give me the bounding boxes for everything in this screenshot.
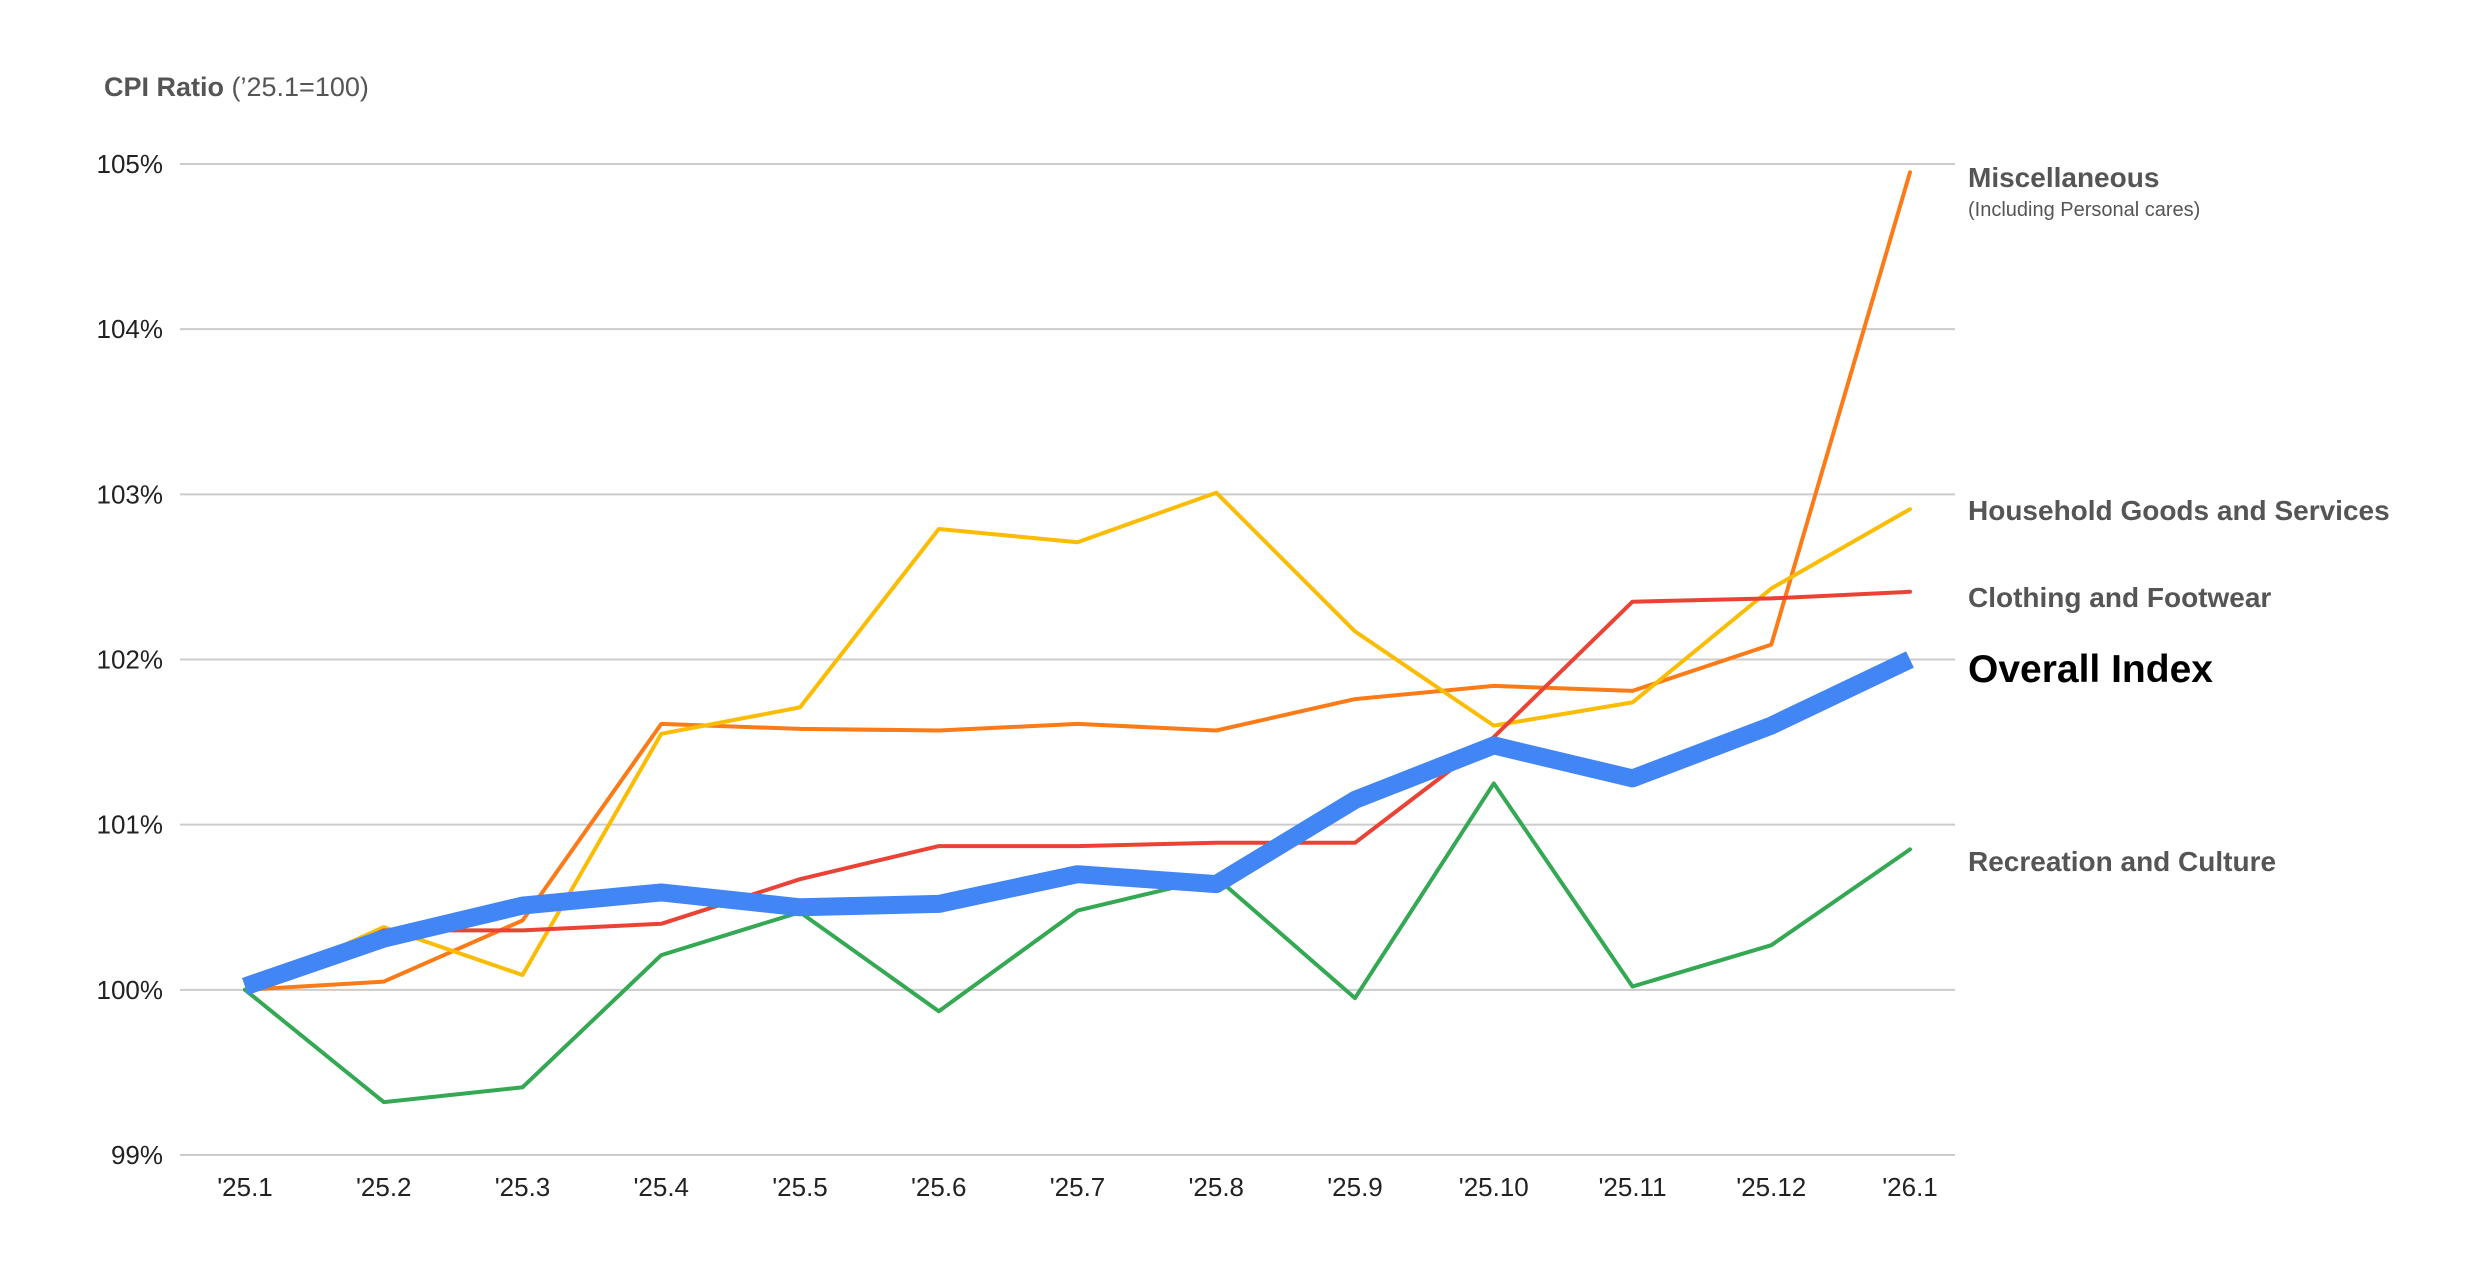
x-tick-label: '25.12	[1736, 1172, 1806, 1202]
series-sublabel-miscellaneous: (Including Personal cares)	[1968, 199, 2200, 221]
y-tick-label: 102%	[97, 645, 164, 675]
series-line-miscellaneous	[243, 170, 1912, 992]
x-tick-label: '25.10	[1459, 1172, 1529, 1202]
x-tick-label: '25.5	[772, 1172, 828, 1202]
x-tick-label: '25.4	[633, 1172, 689, 1202]
x-tick-label: '25.1	[217, 1172, 273, 1202]
y-tick-label: 104%	[97, 314, 164, 344]
series-labels: Miscellaneous (Including Personal cares) H…	[1968, 162, 2390, 877]
series-line-recreation-and-culture	[243, 781, 1912, 1105]
y-axis-ticks: 99% 100% 101% 102% 103% 104% 105%	[97, 149, 164, 1170]
series-line-household-goods-and-services	[243, 490, 1912, 992]
y-axis-title-rest: (’25.1=100)	[224, 72, 369, 102]
y-tick-label: 101%	[97, 810, 164, 840]
y-axis-title: CPI Ratio (’25.1=100)	[104, 72, 369, 102]
y-tick-label: 100%	[97, 975, 164, 1005]
x-tick-label: '25.11	[1598, 1172, 1666, 1202]
x-tick-label: '25.9	[1327, 1172, 1383, 1202]
x-tick-label: '25.2	[356, 1172, 412, 1202]
x-tick-label: '25.3	[495, 1172, 551, 1202]
y-tick-label: 105%	[97, 149, 164, 179]
series-label-household-goods-and-services: Household Goods and Services	[1968, 495, 2390, 526]
x-tick-label: '26.1	[1882, 1172, 1938, 1202]
series-line-clothing-and-footwear	[243, 589, 1912, 992]
series-label-miscellaneous: Miscellaneous	[1968, 162, 2159, 193]
y-axis-title-bold: CPI Ratio	[104, 72, 224, 102]
series-label-recreation-and-culture: Recreation and Culture	[1968, 846, 2276, 877]
series-label-clothing-and-footwear: Clothing and Footwear	[1968, 582, 2271, 613]
x-tick-label: '25.8	[1188, 1172, 1244, 1202]
y-tick-label: 99%	[111, 1140, 163, 1170]
series-label-overall-index: Overall Index	[1968, 648, 2213, 691]
x-tick-label: '25.7	[1050, 1172, 1106, 1202]
series-line-overall-index	[242, 651, 1914, 996]
gridlines	[180, 163, 1955, 1156]
x-tick-label: '25.6	[911, 1172, 967, 1202]
x-axis-ticks: '25.1 '25.2 '25.3 '25.4 '25.5 '25.6 '25.7 '25.8…	[217, 1172, 1938, 1202]
y-tick-label: 103%	[97, 479, 164, 509]
series-lines	[242, 170, 1914, 1105]
